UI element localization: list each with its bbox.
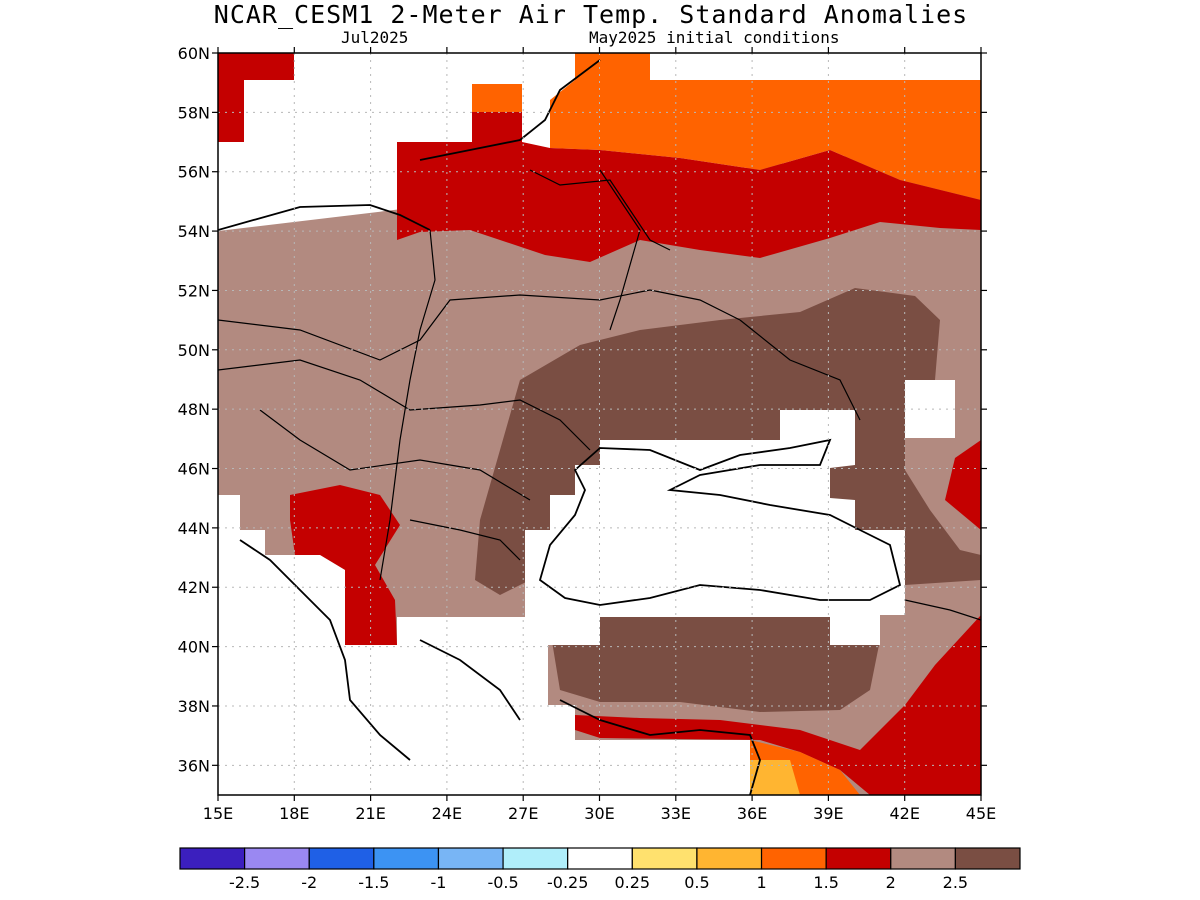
legend-label: -1 — [430, 873, 446, 892]
latitude-labels: 60N 58N 56N 54N 52N 50N 48N 46N 44N 42N 40N 38N 36N — [178, 44, 210, 775]
baltic-coast — [218, 204, 431, 231]
legend-swatch — [502, 847, 569, 870]
lon-label: 18E — [279, 804, 309, 823]
anomaly-orange-north — [550, 53, 981, 200]
white-mask-caspian-strip — [905, 380, 955, 438]
legend-label: 2.5 — [943, 873, 968, 892]
legend-label: -2.5 — [229, 873, 260, 892]
legend-label: 0.25 — [614, 873, 650, 892]
initial-conditions-label: May2025 initial conditions — [589, 28, 840, 47]
lon-label: 21E — [355, 804, 385, 823]
gridlines — [218, 53, 981, 795]
lon-label: 45E — [966, 804, 996, 823]
legend-label: 0.5 — [684, 873, 709, 892]
lat-label: 56N — [178, 163, 210, 182]
legend-label: -1.5 — [358, 873, 389, 892]
anomaly-red-nw — [218, 53, 294, 142]
legend-label: -0.5 — [487, 873, 518, 892]
lat-label: 50N — [178, 341, 210, 360]
anomaly-brown-anatolia — [548, 617, 880, 712]
lon-label: 30E — [584, 804, 614, 823]
legend-swatch — [308, 847, 375, 870]
lat-label: 60N — [178, 44, 210, 63]
anomaly-orange-baltic — [472, 84, 522, 112]
longitude-labels: 15E 18E 21E 24E 27E 30E 33E 36E 39E 42E 45E — [203, 804, 996, 823]
lat-label: 42N — [178, 578, 210, 597]
anomaly-red-balkan — [290, 485, 400, 645]
lon-label: 27E — [508, 804, 538, 823]
legend-swatch — [244, 847, 310, 870]
legend-label: 1.5 — [813, 873, 838, 892]
black-sea-coast — [538, 438, 902, 606]
anomaly-yellow-south — [750, 760, 800, 795]
map-title: NCAR_CESM1 2-Meter Air Temp. Standard An… — [213, 0, 969, 29]
lat-label: 36N — [178, 756, 210, 775]
legend-swatch — [890, 847, 956, 870]
legend-swatch — [373, 847, 440, 870]
legend-label: -0.25 — [547, 873, 588, 892]
lat-label: 38N — [178, 697, 210, 716]
anomaly-red-north — [397, 112, 981, 262]
legend-swatch — [631, 847, 698, 870]
lat-label: 58N — [178, 103, 210, 122]
lon-label: 39E — [813, 804, 843, 823]
lon-label: 33E — [661, 804, 691, 823]
white-mask-aegean — [218, 555, 750, 795]
lon-label: 15E — [203, 804, 233, 823]
legend-swatch — [696, 847, 763, 870]
lat-label: 52N — [178, 281, 210, 300]
legend-label: 1 — [756, 873, 766, 892]
legend-label: 2 — [886, 873, 896, 892]
lat-label: 48N — [178, 400, 210, 419]
gulf-coast — [419, 59, 601, 161]
border-layer — [218, 169, 981, 621]
white-mask-adriatic — [218, 495, 265, 555]
axis-ticks — [212, 47, 987, 801]
lon-label: 36E — [737, 804, 767, 823]
legend-swatch — [954, 847, 1021, 870]
color-legend: -2.5 -2 -1.5 -1 -0.5 -0.25 0.25 0.5 1 1.5 2 2.5 — [179, 847, 1021, 892]
anomaly-red-south — [575, 615, 981, 795]
coastline-layer — [218, 59, 902, 795]
balkan-coast — [239, 539, 411, 761]
lat-label: 46N — [178, 460, 210, 479]
anomaly-red-east — [945, 440, 981, 530]
legend-swatch — [760, 847, 827, 870]
legend-swatch — [179, 847, 246, 870]
lat-label: 40N — [178, 638, 210, 657]
lon-label: 24E — [432, 804, 462, 823]
lat-label: 44N — [178, 519, 210, 538]
target-month-label: Jul2025 — [341, 28, 409, 47]
lat-label: 54N — [178, 222, 210, 241]
legend-swatch — [437, 847, 504, 870]
lon-label: 42E — [889, 804, 919, 823]
legend-swatch — [825, 847, 892, 870]
legend-swatch — [567, 847, 633, 870]
legend-label: -2 — [301, 873, 317, 892]
aegean-coast — [419, 639, 521, 721]
